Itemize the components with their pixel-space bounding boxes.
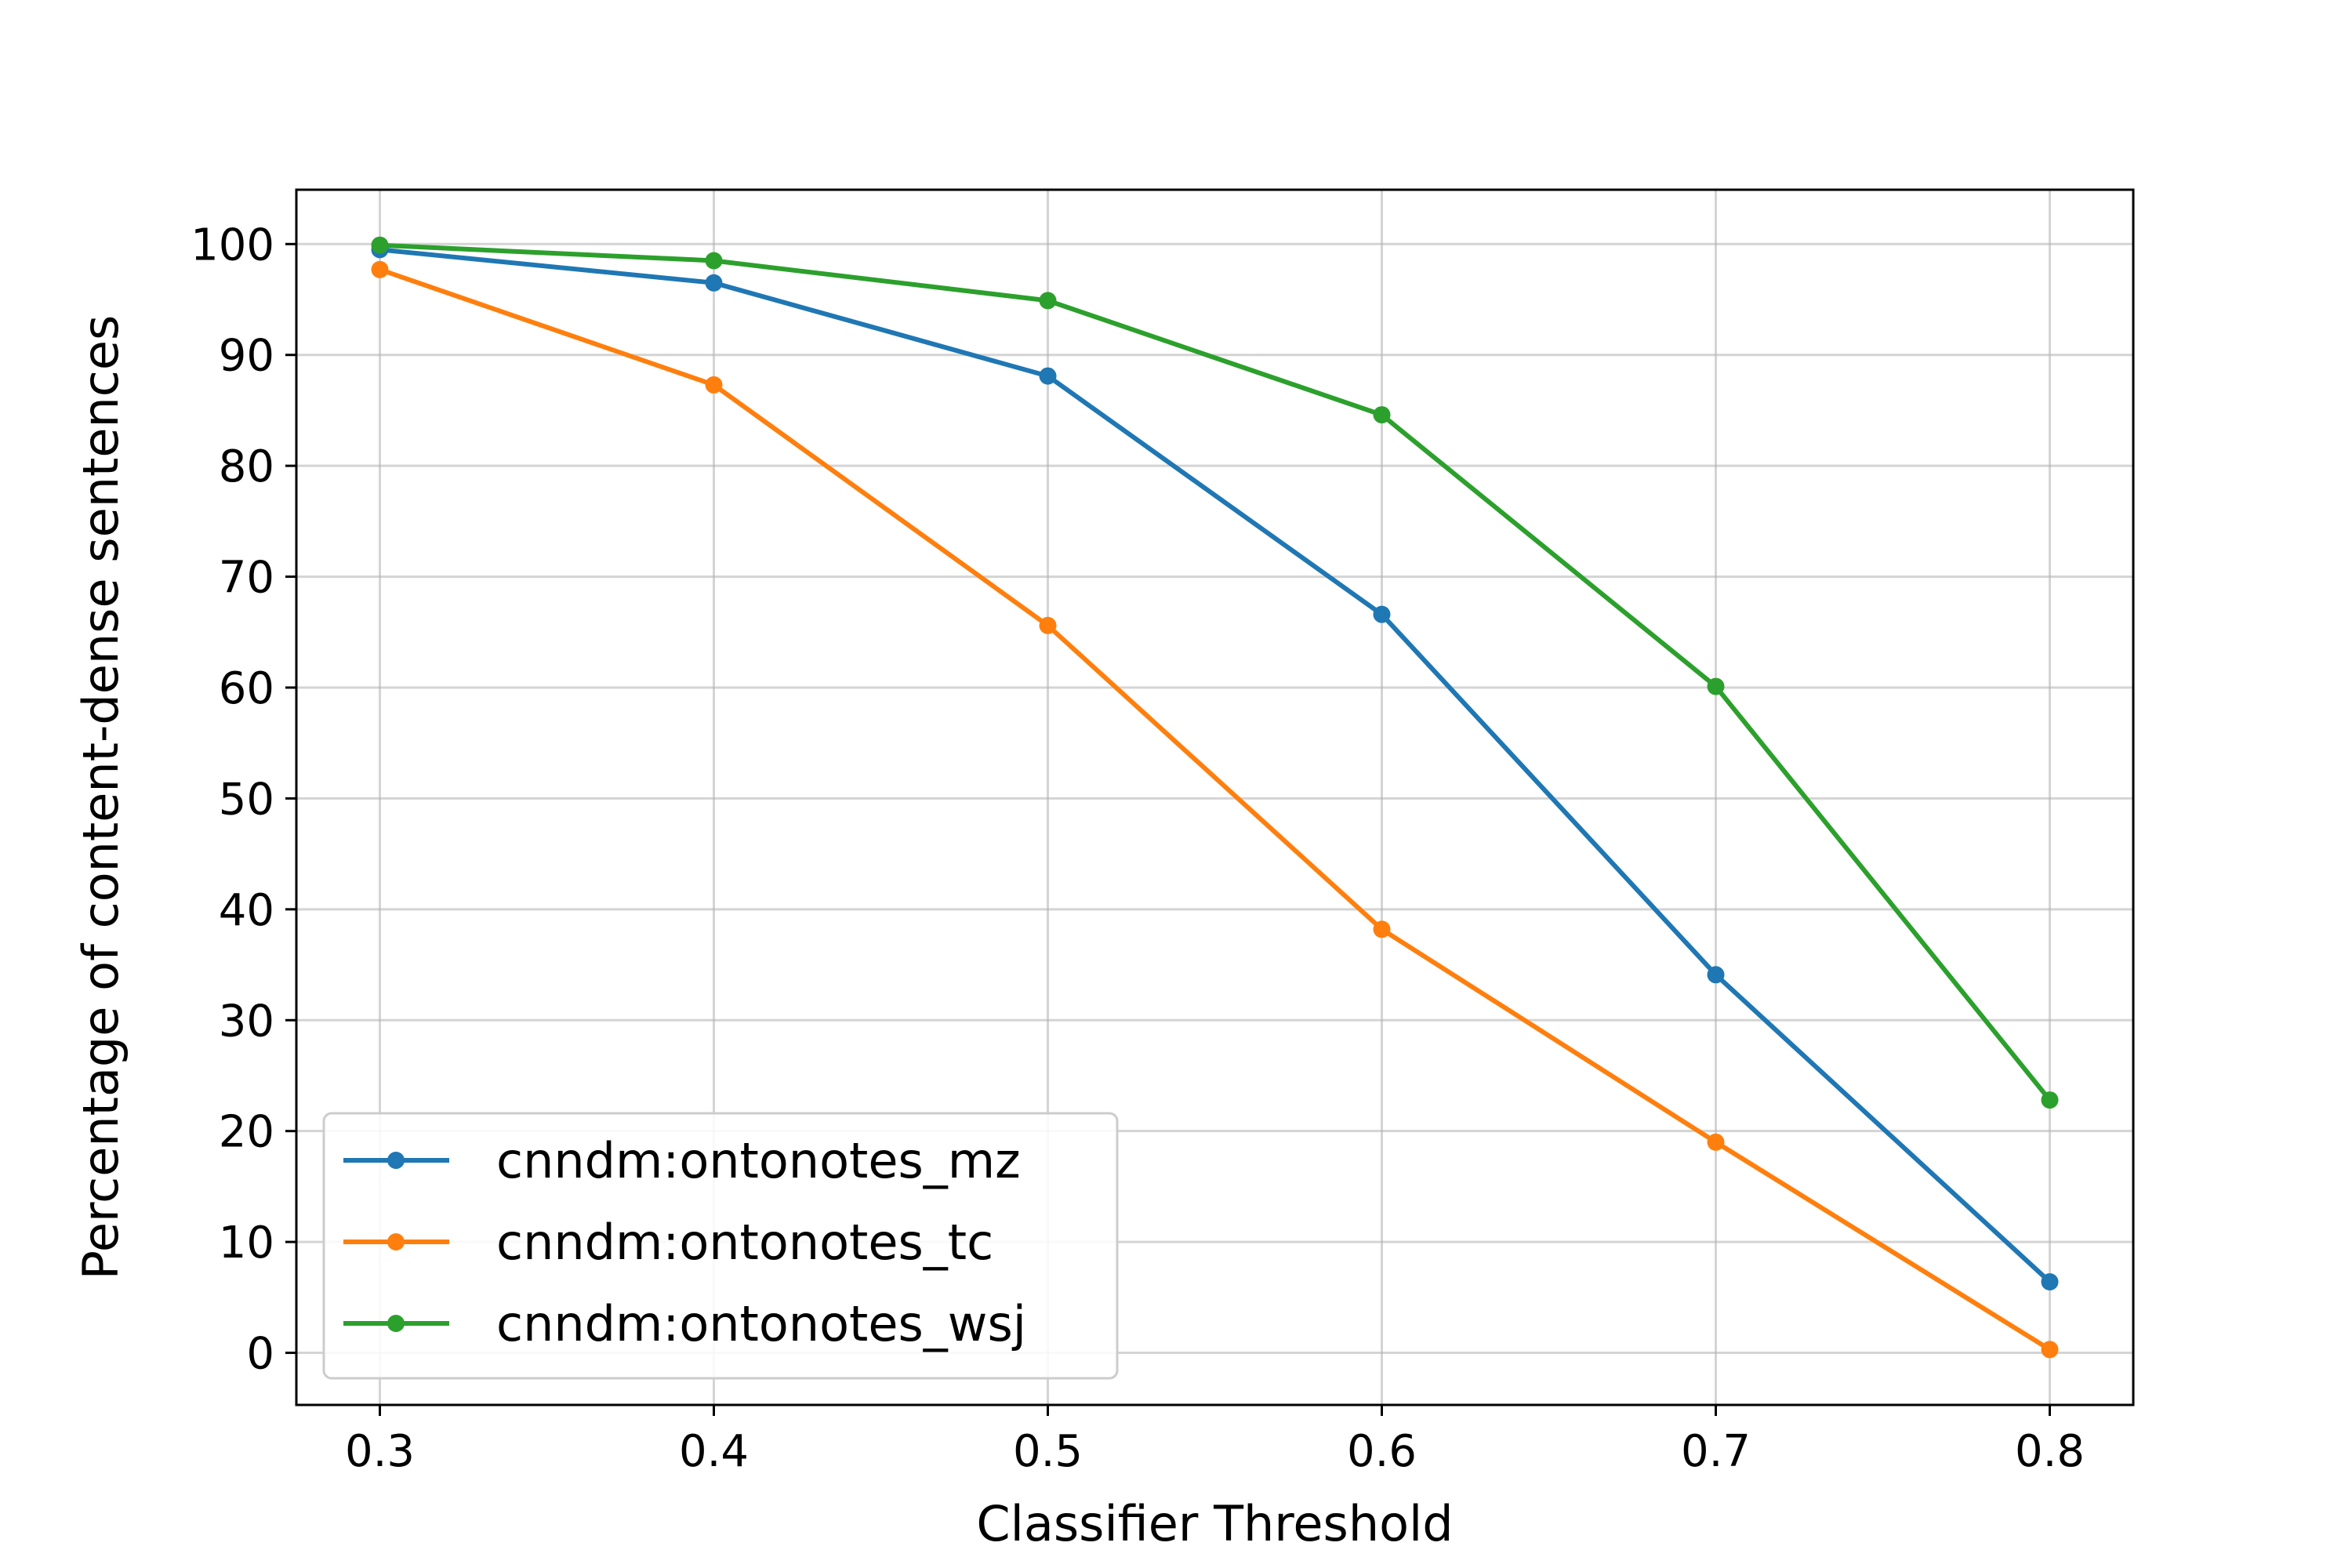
x-tick-label: 0.7 <box>1681 1426 1751 1477</box>
data-point <box>1707 1133 1725 1151</box>
legend-swatch-marker <box>387 1315 405 1332</box>
y-tick-label: 60 <box>219 663 274 714</box>
data-point <box>1373 920 1391 938</box>
legend: cnndm:ontonotes_mz cnndm:ontonotes_tccnnd… <box>322 1112 1119 1380</box>
y-tick-label: 40 <box>219 885 274 936</box>
data-point <box>2041 1091 2059 1109</box>
data-point <box>1039 616 1057 634</box>
series-line <box>379 247 2052 1284</box>
x-tick-label: 0.4 <box>679 1426 749 1477</box>
data-point <box>1707 966 1725 984</box>
data-point <box>371 236 389 254</box>
legend-item: cnndm:ontonotes_mz <box>343 1132 1021 1189</box>
y-tick-label: 80 <box>219 441 274 492</box>
plot-series <box>371 236 2059 1359</box>
x-tick-label: 0.3 <box>345 1426 415 1477</box>
data-point <box>705 274 723 292</box>
legend-box <box>322 1112 1119 1380</box>
legend-label: cnndm:ontonotes_wsj <box>496 1295 1026 1352</box>
legend-swatch-marker <box>387 1233 405 1250</box>
data-point <box>2041 1341 2059 1359</box>
x-tick-label: 0.5 <box>1013 1426 1083 1477</box>
data-point <box>371 260 389 278</box>
data-point <box>1039 367 1057 385</box>
series-2 <box>371 260 2059 1359</box>
y-tick-label: 20 <box>219 1107 274 1158</box>
legend-label: cnndm:ontonotes_mz <box>496 1132 1021 1189</box>
series-line <box>379 242 2052 1102</box>
legend-swatch-marker <box>387 1152 405 1169</box>
x-tick-label: 0.8 <box>2015 1426 2085 1477</box>
series-line <box>379 267 2052 1352</box>
data-point <box>1373 605 1391 623</box>
x-tick-label: 0.6 <box>1347 1426 1417 1477</box>
data-point <box>705 376 723 394</box>
data-point <box>1707 677 1725 695</box>
y-tick-label: 30 <box>219 996 274 1047</box>
y-tick-label: 50 <box>219 774 274 825</box>
y-tick-label: 0 <box>246 1329 274 1380</box>
x-axis-label: Classifier Threshold <box>976 1495 1453 1552</box>
series-3 <box>371 236 2059 1109</box>
data-point <box>1039 292 1057 310</box>
y-tick-label: 90 <box>219 331 274 382</box>
legend-item: cnndm:ontonotes_tc <box>343 1214 993 1271</box>
data-point <box>1373 406 1391 424</box>
data-point <box>705 252 723 270</box>
y-axis-label: Percentage of content-dense sentences <box>72 315 129 1280</box>
y-tick-label: 100 <box>191 220 274 270</box>
legend-label: cnndm:ontonotes_tc <box>496 1214 993 1271</box>
y-tick-label: 70 <box>219 553 274 604</box>
legend-item: cnndm:ontonotes_wsj <box>343 1295 1026 1352</box>
data-point <box>2041 1273 2059 1291</box>
y-tick-label: 10 <box>219 1218 274 1269</box>
axis-ticks: 0.3 0.4 0.5 0.6 0.7 0.8 0 10 20 30 40 50 60 70 80 90 100 <box>191 220 2085 1477</box>
